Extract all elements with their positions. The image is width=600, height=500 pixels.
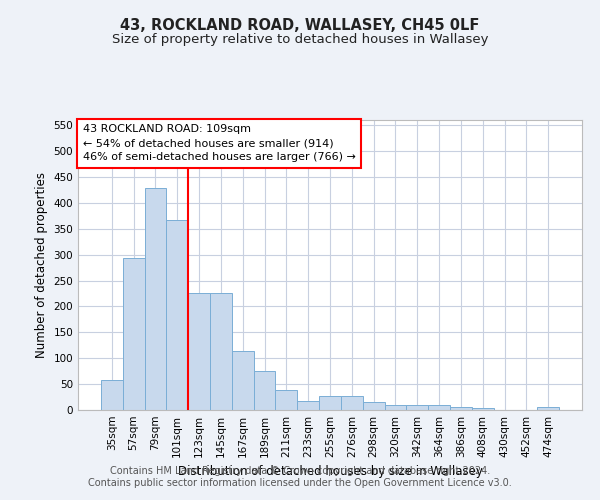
Text: Contains HM Land Registry data © Crown copyright and database right 2024.
Contai: Contains HM Land Registry data © Crown c… [88,466,512,487]
Bar [145,188,166,410]
Bar [275,390,297,410]
Text: 43, ROCKLAND ROAD, WALLASEY, CH45 0LF: 43, ROCKLAND ROAD, WALLASEY, CH45 0LF [121,18,479,32]
Bar [341,396,363,410]
Text: 43 ROCKLAND ROAD: 109sqm
← 54% of detached houses are smaller (914)
46% of semi-: 43 ROCKLAND ROAD: 109sqm ← 54% of detach… [83,124,356,162]
Y-axis label: Number of detached properties: Number of detached properties [35,172,48,358]
Bar [385,406,406,410]
Bar [232,352,254,410]
Bar [210,294,232,410]
Bar [188,294,210,410]
Bar [166,220,188,410]
Bar [101,380,123,410]
Bar [254,371,275,410]
Text: Size of property relative to detached houses in Wallasey: Size of property relative to detached ho… [112,32,488,46]
X-axis label: Distribution of detached houses by size in Wallasey: Distribution of detached houses by size … [178,466,482,478]
Bar [297,401,319,410]
Bar [406,406,428,410]
Bar [472,408,494,410]
Bar [450,408,472,410]
Bar [428,406,450,410]
Bar [123,258,145,410]
Bar [363,402,385,410]
Bar [537,408,559,410]
Bar [319,396,341,410]
